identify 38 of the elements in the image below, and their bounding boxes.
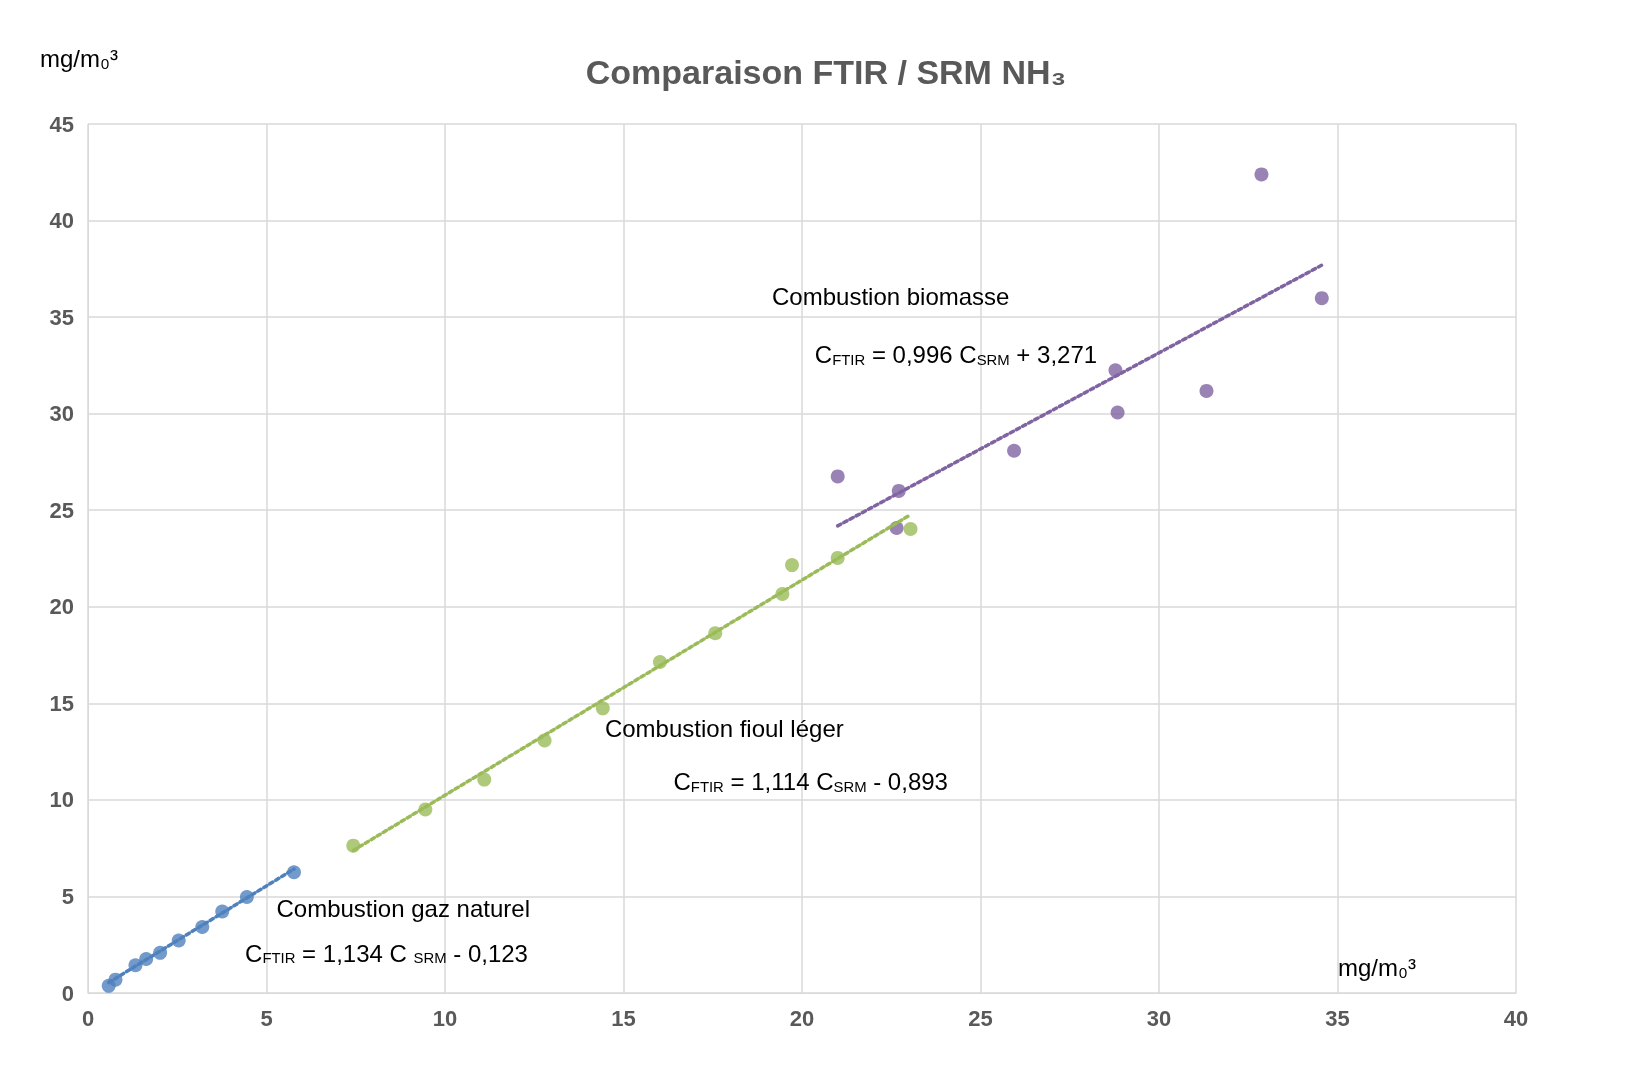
x-tick-label: 15	[611, 1005, 636, 1031]
x-tick-label: 5	[260, 1005, 273, 1031]
point	[1007, 443, 1022, 458]
y-tick-label: 40	[49, 208, 74, 234]
point	[785, 558, 799, 573]
x-tick-label: 35	[1325, 1005, 1350, 1031]
y-tick-label: 0	[61, 980, 74, 1006]
point	[1254, 167, 1269, 182]
annotation: Combustion gaz naturel	[276, 895, 530, 923]
point	[1110, 405, 1125, 420]
y-tick-label: 5	[61, 883, 74, 909]
y-axis-title: mg/m₀³	[40, 44, 118, 72]
annotation: CFTIR = 1,134 C SRM - 0,123	[245, 939, 528, 967]
y-tick-label: 15	[49, 690, 74, 716]
point	[1199, 383, 1214, 398]
y-tick-label: 20	[49, 594, 74, 620]
y-tick-label: 10	[49, 787, 74, 813]
point	[595, 701, 610, 716]
point	[477, 772, 492, 787]
x-tick-label: 0	[81, 1005, 95, 1031]
x-tick-label: 25	[968, 1005, 993, 1031]
x-tick-label: 40	[1503, 1005, 1529, 1031]
annotation: Combustion biomasse	[772, 282, 1010, 310]
point	[903, 521, 918, 536]
annotation: CFTIR = 1,114 CSRM - 0,893	[673, 768, 948, 796]
chart-title: Comparaison FTIR / SRM NH₃	[585, 53, 1067, 91]
x-tick-label: 30	[1146, 1005, 1172, 1031]
y-tick-label: 30	[49, 401, 74, 427]
point	[830, 469, 845, 484]
x-tick-label: 20	[789, 1005, 815, 1031]
x-axis-title: mg/m₀³	[1338, 953, 1416, 981]
x-tick-label: 10	[432, 1005, 458, 1031]
y-tick-label: 25	[49, 497, 74, 523]
point	[1314, 291, 1329, 306]
annotation: Combustion fioul léger	[604, 715, 844, 743]
annotation: CFTIR = 0,996 CSRM + 3,271	[814, 340, 1098, 368]
y-tick-label: 35	[49, 304, 74, 330]
y-tick-label: 45	[49, 111, 74, 137]
